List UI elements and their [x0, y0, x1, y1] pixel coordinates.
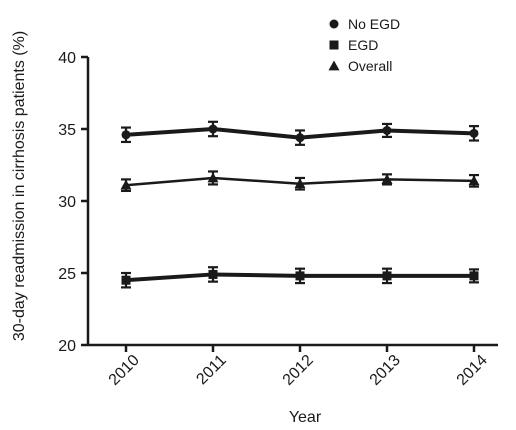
legend-label: EGD [348, 37, 378, 53]
y-tick-label: 30 [58, 194, 76, 211]
data-point [469, 128, 479, 138]
legend-marker-circle [329, 19, 339, 29]
data-point [468, 175, 480, 186]
y-tick-label: 40 [58, 50, 76, 67]
y-tick-label: 25 [58, 266, 76, 283]
axes [86, 57, 498, 347]
series-layer [120, 120, 480, 289]
legend: No EGD EGD Overall [328, 16, 400, 74]
data-point [207, 172, 219, 183]
series-overall [120, 170, 480, 193]
axis-ticks: 20 25 30 35 40 2010 2011 2012 2013 2014 [58, 50, 491, 389]
x-tick-label: 2013 [367, 352, 404, 389]
x-tick-label: 2014 [454, 352, 491, 389]
data-point [295, 271, 305, 281]
legend-label: No EGD [348, 16, 400, 32]
legend-marker-square [329, 40, 339, 50]
data-point [121, 130, 131, 140]
data-point [120, 179, 132, 190]
series-no-egd [121, 120, 479, 146]
data-point [208, 269, 218, 279]
legend-marker-triangle [328, 60, 340, 71]
data-point [294, 178, 306, 189]
data-point [208, 124, 218, 134]
series-egd [121, 266, 479, 289]
data-point [469, 271, 479, 281]
x-axis-title: Year [289, 409, 322, 426]
x-tick-label: 2010 [106, 352, 143, 389]
y-tick-label: 20 [58, 338, 76, 355]
data-point [382, 125, 392, 135]
x-tick-label: 2011 [193, 352, 229, 388]
data-point [381, 173, 393, 184]
data-point [382, 271, 392, 281]
legend-label: Overall [348, 58, 392, 74]
y-tick-label: 35 [58, 122, 76, 139]
x-tick-label: 2012 [280, 352, 317, 389]
y-axis-title: 30-day readmission in cirrhosis patients… [11, 31, 28, 341]
data-point [295, 133, 305, 143]
data-point [121, 275, 131, 285]
